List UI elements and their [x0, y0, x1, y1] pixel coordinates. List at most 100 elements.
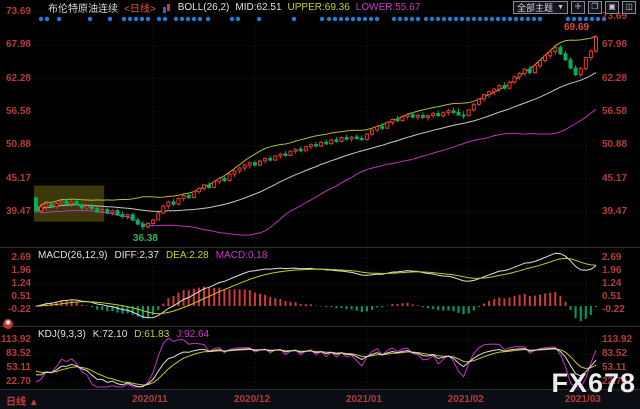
price-tick-label: 56.58: [5, 106, 31, 117]
event-marker-dot[interactable]: [356, 16, 362, 22]
crosshair-icon[interactable]: ✛: [571, 1, 585, 14]
event-marker-dot[interactable]: [121, 16, 127, 22]
theme-dropdown[interactable]: 全部主题 ▼: [513, 1, 568, 14]
event-marker-dot[interactable]: [197, 16, 203, 22]
macd-dea-value: DEA:2.28: [165, 250, 209, 261]
event-marker-dot[interactable]: [338, 16, 344, 22]
kdj-label[interactable]: KDJ(9,3,3): [38, 329, 86, 340]
instrument-title: 布伦特原油连续: [48, 4, 118, 15]
boll-lower-value: LOWER:55.67: [355, 2, 421, 13]
period-tag[interactable]: <日线>: [124, 4, 156, 15]
event-marker-dot[interactable]: [374, 16, 380, 22]
event-marker-dot[interactable]: [501, 16, 507, 22]
event-marker-dot[interactable]: [489, 16, 495, 22]
event-marker-dot[interactable]: [423, 16, 429, 22]
event-marker-dot[interactable]: [179, 16, 185, 22]
event-marker-dot[interactable]: [291, 16, 297, 22]
event-marker-dot[interactable]: [459, 16, 465, 22]
event-marker-dot[interactable]: [56, 16, 62, 22]
event-marker-dot[interactable]: [477, 16, 483, 22]
event-marker-dot[interactable]: [256, 16, 262, 22]
event-marker-dot[interactable]: [403, 16, 409, 22]
event-marker-dot[interactable]: [483, 16, 489, 22]
event-marker-dot[interactable]: [495, 16, 501, 22]
price-tick-label: 39.47: [602, 206, 628, 217]
event-marker-dot[interactable]: [229, 16, 235, 22]
boll-label[interactable]: BOLL(26,2): [177, 2, 230, 13]
event-marker-dot[interactable]: [139, 16, 145, 22]
event-marker-dot[interactable]: [205, 16, 211, 22]
event-marker-dot[interactable]: [565, 16, 571, 22]
event-marker-dot[interactable]: [519, 16, 525, 22]
event-marker-dot[interactable]: [397, 16, 403, 22]
event-marker-dot[interactable]: [145, 16, 151, 22]
event-marker-dot[interactable]: [589, 16, 595, 22]
x-axis-label: 2020/11: [132, 394, 168, 405]
event-marker-dot[interactable]: [531, 16, 537, 22]
event-marker-dot[interactable]: [191, 16, 197, 22]
kdj-tick-label: 22.70: [5, 376, 31, 387]
price-tick-label: 62.28: [602, 72, 628, 84]
window-split-icon[interactable]: ◫: [622, 1, 636, 14]
price-tick-label: 50.88: [5, 139, 31, 151]
event-marker-dot[interactable]: [595, 16, 601, 22]
x-axis-label: 2021/02: [447, 394, 484, 405]
event-marker-dot[interactable]: [44, 16, 50, 22]
event-marker-dot[interactable]: [471, 16, 477, 22]
price-tick-label: 56.58: [602, 106, 628, 117]
event-marker-dot[interactable]: [362, 16, 368, 22]
event-marker-dot[interactable]: [513, 16, 519, 22]
event-marker-dot[interactable]: [571, 16, 577, 22]
event-marker-dot[interactable]: [577, 16, 583, 22]
event-marker-dot[interactable]: [319, 16, 325, 22]
event-marker-dot[interactable]: [415, 16, 421, 22]
kdj-tick-label: 22.70: [602, 376, 628, 387]
event-marker-dot[interactable]: [409, 16, 415, 22]
event-markers-row: [38, 16, 607, 22]
event-marker-dot[interactable]: [435, 16, 441, 22]
timeframe-indicator[interactable]: 日线 ▲: [6, 393, 39, 408]
event-marker-dot[interactable]: [173, 16, 179, 22]
event-marker-dot[interactable]: [38, 16, 44, 22]
event-marker-dot[interactable]: [601, 16, 607, 22]
event-marker-dot[interactable]: [583, 16, 589, 22]
event-marker-dot[interactable]: [185, 16, 191, 22]
event-marker-dot[interactable]: [326, 16, 332, 22]
event-marker-dot[interactable]: [87, 16, 93, 22]
event-marker-dot[interactable]: [162, 16, 168, 22]
macd-tick-label: 1.24: [11, 277, 31, 289]
window-controls: 全部主题 ▼ ✛ ❐ ▣ ◫: [513, 1, 636, 14]
event-marker-dot[interactable]: [453, 16, 459, 22]
event-marker-dot[interactable]: [127, 16, 133, 22]
event-marker-dot[interactable]: [332, 16, 338, 22]
event-marker-dot[interactable]: [465, 16, 471, 22]
timeframe-label: 日线: [6, 397, 26, 408]
event-marker-dot[interactable]: [537, 16, 543, 22]
window-grid-icon[interactable]: ▣: [605, 1, 619, 14]
event-marker-dot[interactable]: [391, 16, 397, 22]
indicator-settings-icon[interactable]: ✱: [3, 319, 13, 329]
price-tick-label: 67.98: [602, 39, 628, 51]
selection-highlight: [34, 185, 105, 222]
macd-tick-label: 0.51: [11, 290, 31, 302]
event-marker-dot[interactable]: [447, 16, 453, 22]
event-marker-dot[interactable]: [368, 16, 374, 22]
event-marker-dot[interactable]: [133, 16, 139, 22]
event-marker-dot[interactable]: [344, 16, 350, 22]
kdj-j-value: J:92.64: [176, 329, 210, 340]
event-marker-dot[interactable]: [350, 16, 356, 22]
event-marker-dot[interactable]: [507, 16, 513, 22]
event-marker-dot[interactable]: [235, 16, 241, 22]
macd-tick-label: 0.51: [602, 290, 622, 302]
event-marker-dot[interactable]: [429, 16, 435, 22]
event-marker-dot[interactable]: [156, 16, 162, 22]
event-marker-dot[interactable]: [441, 16, 447, 22]
event-marker-dot[interactable]: [107, 16, 113, 22]
event-marker-dot[interactable]: [525, 16, 531, 22]
macd-label[interactable]: MACD(26,12,9): [38, 250, 108, 261]
candles-layer: [34, 35, 598, 231]
window-restore-icon[interactable]: ❐: [588, 1, 602, 14]
macd-tick-label: -0.22: [8, 304, 31, 315]
kdj-k-value: K:72.10: [92, 329, 128, 340]
